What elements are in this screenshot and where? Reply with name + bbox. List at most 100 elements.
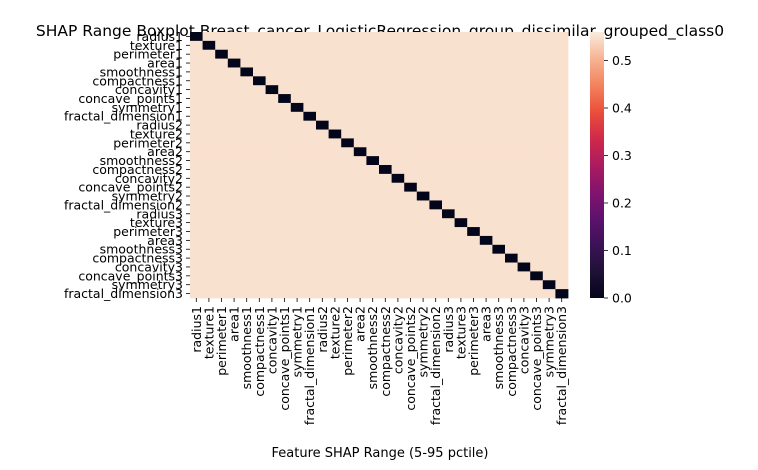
heatmap-cell [253,173,266,184]
heatmap-cell [341,147,355,157]
heatmap-cell [454,138,468,148]
heatmap-cell [278,200,292,210]
heatmap-cell [416,147,430,157]
heatmap-cell [215,289,229,299]
heatmap-cell [429,147,443,157]
heatmap-cell [555,111,569,122]
heatmap-cell [429,94,443,104]
heatmap-cell [341,156,355,166]
heatmap-cell [303,209,317,219]
heatmap-cell [202,262,216,272]
heatmap-cell [303,76,317,86]
heatmap-cell [379,271,392,281]
heatmap-cell [190,191,203,201]
heatmap-cell [542,289,556,299]
heatmap-cell [517,102,531,113]
heatmap-cell [202,58,216,68]
y-tick-label: concavity3 [115,259,183,274]
heatmap-cell [517,173,531,184]
heatmap-cell [416,32,430,42]
heatmap-cell [530,209,544,219]
heatmap-cell [202,102,216,113]
heatmap-cell [190,40,203,51]
heatmap-cell [341,262,355,272]
heatmap-cell [505,102,518,113]
heatmap-cell [190,218,203,228]
heatmap-cell [454,235,468,246]
heatmap-cell [404,218,418,228]
heatmap-cell [505,253,518,263]
heatmap-cell [353,49,367,59]
heatmap-cell [316,94,329,104]
heatmap-cell [265,200,279,210]
heatmap-cell [542,200,556,210]
heatmap-cell [303,67,317,77]
heatmap-cell [530,67,544,77]
heatmap-cell [505,32,518,42]
colorbar-tick-label: 0.2 [612,196,632,211]
heatmap-cell [479,191,493,201]
heatmap-cell [353,58,367,68]
heatmap-cell [316,147,329,157]
heatmap-cell [215,40,229,51]
heatmap-cell [379,76,392,86]
heatmap-cell [341,67,355,77]
heatmap-cell [391,227,405,237]
heatmap-cell [555,218,569,228]
heatmap-cell [442,40,455,51]
heatmap-cell [328,262,342,272]
heatmap-cell [416,85,430,95]
heatmap-cell [215,147,229,157]
heatmap-cell [517,32,531,42]
heatmap-cell [467,235,481,246]
heatmap-cell [265,244,279,255]
heatmap-cell [442,120,455,130]
heatmap-cell [404,173,418,184]
heatmap-cell [492,49,506,59]
heatmap-cell [303,253,317,263]
heatmap-cell [366,94,380,104]
heatmap-cell [429,235,443,246]
heatmap-cell [442,173,455,184]
heatmap-cell [555,147,569,157]
heatmap-cell [278,102,292,113]
heatmap-cell [467,271,481,281]
heatmap-cell [265,49,279,59]
heatmap-cell [416,111,430,122]
heatmap-cell [240,191,254,201]
heatmap-cell [467,244,481,255]
heatmap-cell [366,280,380,290]
heatmap-cell [492,200,506,210]
heatmap-cell [290,227,304,237]
y-tick-label: fractal_dimension3 [64,286,183,301]
heatmap-cell [517,111,531,122]
heatmap-cell [505,182,518,192]
heatmap-cell [227,235,241,246]
heatmap-cell [454,49,468,59]
heatmap-cell [479,67,493,77]
heatmap-cell [353,271,367,281]
heatmap-cell [404,138,418,148]
heatmap-cell [328,218,342,228]
heatmap-cell [353,76,367,86]
heatmap-cell [240,280,254,290]
heatmap-cell [517,271,531,281]
heatmap-cell [240,67,254,77]
heatmap-cell [353,182,367,192]
heatmap-cell [227,182,241,192]
heatmap-cell [341,111,355,122]
x-tick-label: concave_points2 [403,306,418,411]
heatmap-cell [429,76,443,86]
heatmap-cell [416,129,430,139]
heatmap-cell [442,271,455,281]
heatmap-cell [316,76,329,86]
heatmap-cell [215,218,229,228]
heatmap-cell [202,49,216,59]
heatmap-cell [517,253,531,263]
heatmap-cell [240,138,254,148]
heatmap-cell [303,235,317,246]
heatmap-cell [492,182,506,192]
heatmap-cell [404,111,418,122]
heatmap-cell [467,156,481,166]
heatmap-cell [227,32,241,42]
